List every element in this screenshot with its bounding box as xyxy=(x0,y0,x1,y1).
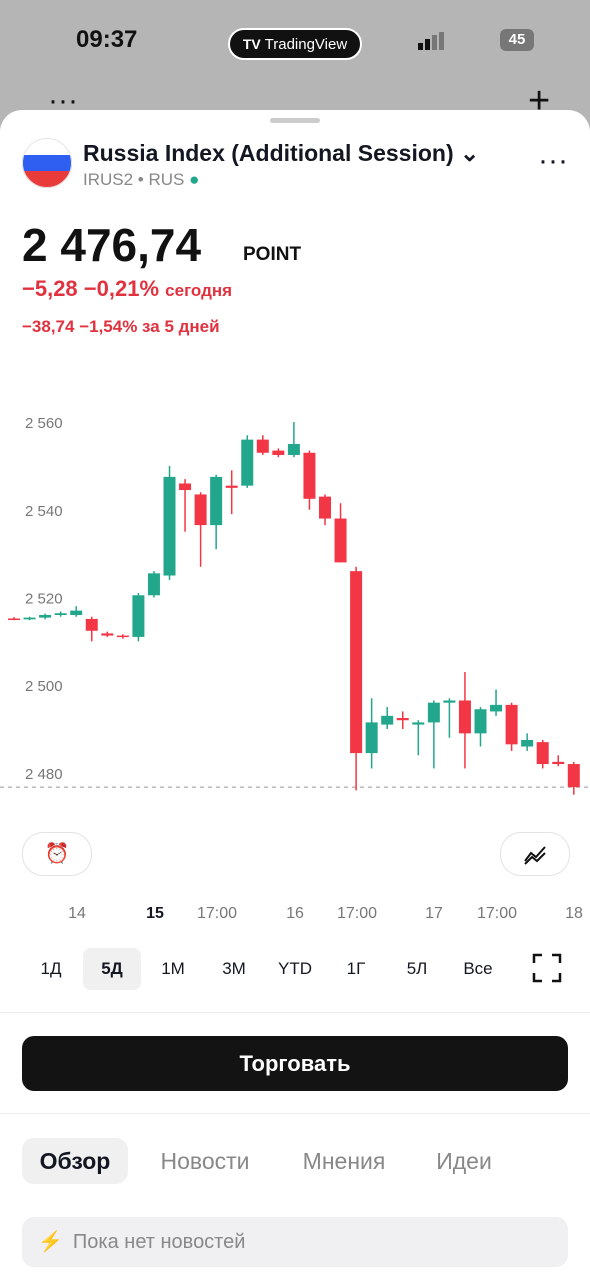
x-tick-label: 17 xyxy=(425,905,443,922)
status-time: 09:37 xyxy=(76,26,138,53)
candle-body xyxy=(381,715,394,725)
divider xyxy=(0,1012,590,1013)
candle-body xyxy=(474,709,487,734)
candle-body xyxy=(147,573,160,596)
y-tick-label: 2 560 xyxy=(25,415,63,432)
range-button[interactable]: Все xyxy=(463,959,493,978)
candle-body xyxy=(54,613,67,615)
candle-body xyxy=(163,476,176,576)
candle-body xyxy=(8,618,20,620)
candle-body xyxy=(85,618,98,631)
x-tick-label: 17:00 xyxy=(337,905,377,922)
symbol-title[interactable]: Russia Index (Additional Session) ⌄ xyxy=(83,140,480,166)
indicator-icon xyxy=(524,846,546,865)
candle-body xyxy=(272,450,285,455)
fullscreen-icon xyxy=(532,953,562,983)
drag-handle[interactable] xyxy=(270,118,320,123)
week-change: −38,74 −1,54% за 5 дней xyxy=(22,317,220,336)
candle-body xyxy=(319,496,331,519)
candle-body xyxy=(350,571,363,754)
exchange: RUS xyxy=(148,170,185,189)
y-tick-label: 2 520 xyxy=(25,590,63,607)
change-pct: −0,21% xyxy=(83,276,160,301)
alert-button[interactable]: ⏰ xyxy=(22,832,92,876)
candle-body xyxy=(427,702,440,723)
candle-body xyxy=(116,635,129,638)
candle-body xyxy=(241,439,254,486)
candle-body xyxy=(412,722,425,725)
change-period: сегодня xyxy=(165,281,233,300)
x-tick-label: 16 xyxy=(286,905,304,922)
title: Russia Index (Additional Session) xyxy=(83,140,454,166)
day-change: −5,28 −0,21% сегодня xyxy=(22,276,232,302)
candle-body xyxy=(287,444,300,455)
symbol-meta: IRUS2 • RUS ● xyxy=(83,170,200,189)
x-tick-label: 17:00 xyxy=(197,905,237,922)
candle-body xyxy=(552,761,565,765)
candle-body xyxy=(210,476,223,526)
candle-body xyxy=(101,633,114,636)
y-tick-label: 2 500 xyxy=(25,678,63,695)
range-button[interactable]: 5Д xyxy=(83,948,141,990)
candle-body xyxy=(458,700,471,734)
candle-body xyxy=(443,700,456,703)
news-empty: Пока нет новостей xyxy=(72,1231,246,1253)
app-name: TradingView xyxy=(264,36,348,53)
candle-body xyxy=(536,742,549,765)
range-button[interactable]: 5Л xyxy=(406,959,428,978)
range-button[interactable]: YTD xyxy=(278,959,312,978)
candle-body xyxy=(39,614,52,618)
candle-body xyxy=(505,704,518,745)
tab[interactable]: Мнения xyxy=(302,1148,386,1174)
price-unit: POINT xyxy=(243,244,302,265)
price: 2 476,74 xyxy=(22,219,202,271)
chart: 2 560 2 540 2 520 2 500 2 480 14 15 17:00 16 17:0… xyxy=(0,415,590,922)
change: −5,28 xyxy=(22,276,78,301)
fullscreen-button[interactable] xyxy=(532,953,562,983)
ticker: IRUS2 xyxy=(83,170,134,189)
candle-body xyxy=(179,483,192,491)
tab[interactable]: Идеи xyxy=(436,1148,492,1174)
y-tick-label: 2 480 xyxy=(25,766,63,783)
candle-body xyxy=(225,485,238,488)
candle-body xyxy=(23,617,36,620)
indicator-button[interactable] xyxy=(500,832,570,876)
candle-body xyxy=(365,722,378,754)
candle-body xyxy=(132,595,145,637)
candle-body xyxy=(334,518,347,563)
candle-body xyxy=(396,718,409,721)
signal xyxy=(418,32,444,50)
battery: 45 xyxy=(500,29,534,51)
candle-body xyxy=(521,739,534,747)
candle-body xyxy=(70,610,83,615)
divider xyxy=(0,1113,590,1114)
candle-body xyxy=(194,494,207,526)
x-tick-label: 14 xyxy=(68,905,86,922)
range-button[interactable]: 3М xyxy=(222,959,246,978)
range-button[interactable]: 1Г xyxy=(346,959,366,978)
range-button[interactable]: 1М xyxy=(161,959,185,978)
x-tick-label: 18 xyxy=(565,905,583,922)
y-tick-label: 2 540 xyxy=(25,503,63,520)
news-empty-box: ⚡ Пока нет новостей xyxy=(22,1217,568,1267)
range-button[interactable]: 1Д xyxy=(40,959,62,978)
candle-body xyxy=(256,439,269,453)
x-tick-label: 15 xyxy=(146,905,164,922)
tab[interactable]: Новости xyxy=(160,1148,250,1174)
app-pill: TV TradingView xyxy=(228,28,362,60)
more-button[interactable]: ··· xyxy=(538,144,568,177)
signal-icon xyxy=(418,32,448,50)
trade-button[interactable]: Торговать xyxy=(22,1036,568,1091)
candle-body xyxy=(490,704,503,712)
candle-body xyxy=(567,764,580,788)
flag xyxy=(22,138,72,188)
tab[interactable]: Обзор xyxy=(22,1138,128,1184)
candle-body xyxy=(303,452,316,499)
x-tick-label: 17:00 xyxy=(477,905,517,922)
